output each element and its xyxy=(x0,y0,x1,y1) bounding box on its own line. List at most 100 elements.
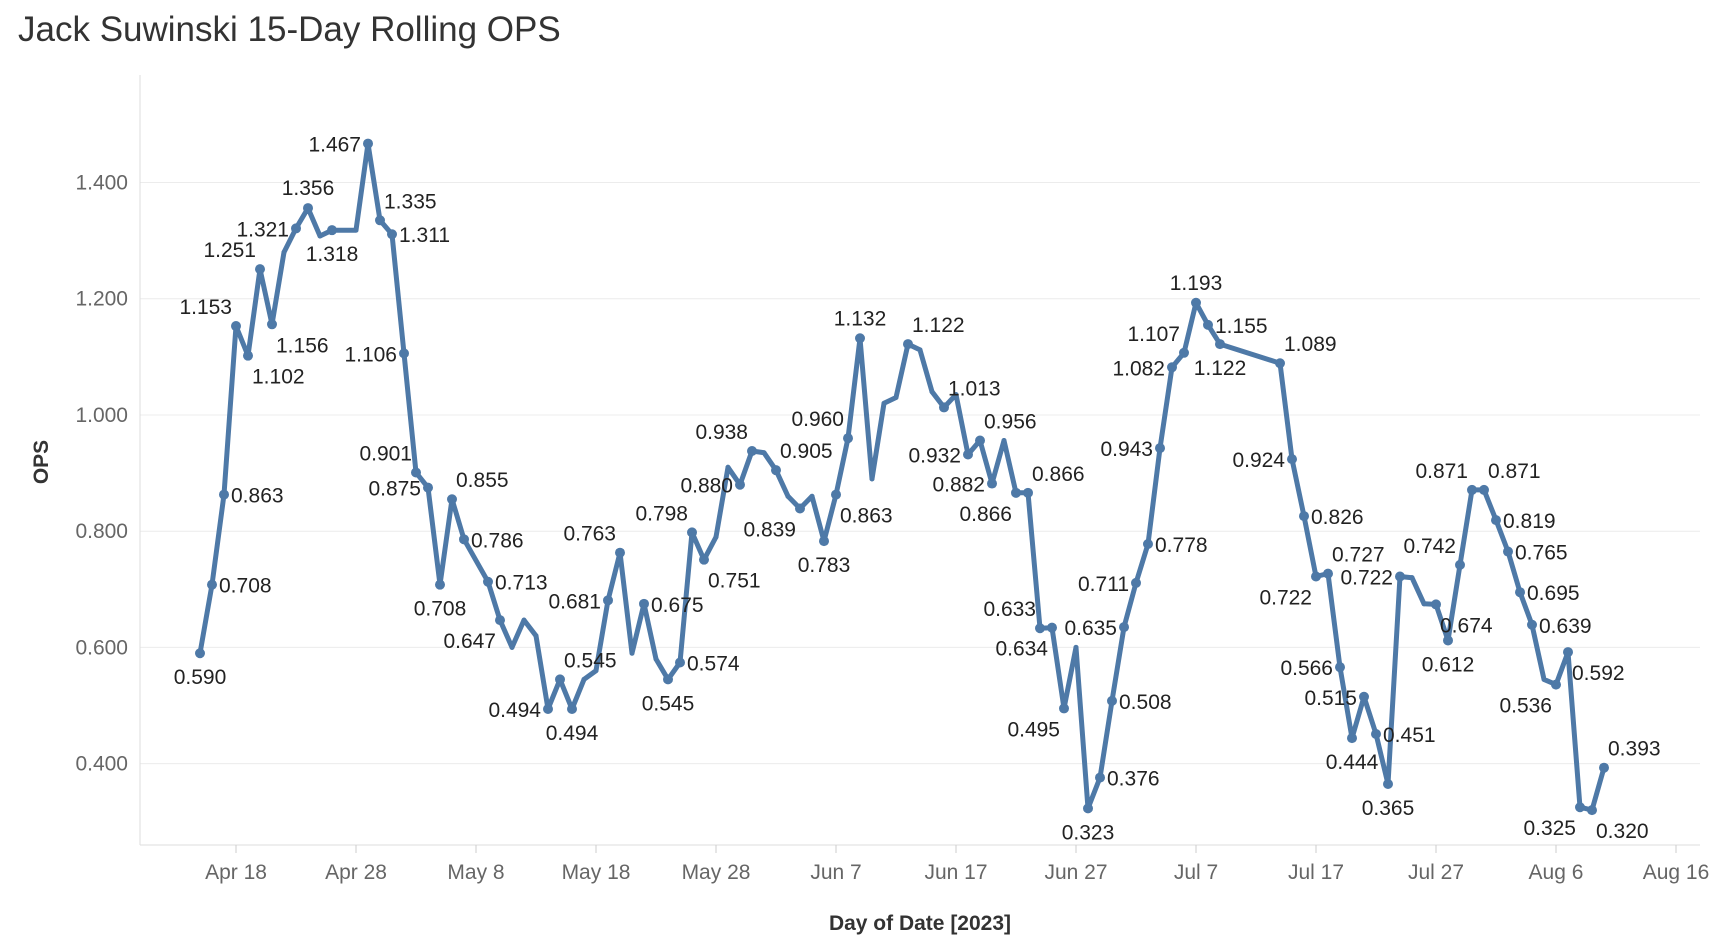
data-label: 0.708 xyxy=(414,598,467,621)
data-label: 0.639 xyxy=(1539,615,1592,638)
data-point xyxy=(795,503,805,514)
data-label: 0.871 xyxy=(1488,460,1541,483)
data-point xyxy=(809,493,815,499)
data-label: 0.634 xyxy=(995,638,1048,661)
data-point xyxy=(1541,676,1547,682)
data-point xyxy=(521,617,527,623)
data-label: 0.393 xyxy=(1608,738,1661,761)
data-point xyxy=(207,579,217,590)
data-label: 0.711 xyxy=(1078,573,1129,596)
data-label: 0.674 xyxy=(1440,614,1493,637)
data-label: 1.107 xyxy=(1127,323,1180,346)
data-point xyxy=(1335,662,1345,673)
data-label: 0.798 xyxy=(635,502,688,525)
y-axis-title: OPS xyxy=(30,440,53,484)
data-label: 0.681 xyxy=(548,590,601,613)
data-label: 1.467 xyxy=(308,134,361,157)
y-tick-label: 1.000 xyxy=(75,404,128,427)
data-point xyxy=(1395,571,1405,582)
data-point xyxy=(423,482,433,493)
data-point xyxy=(713,534,719,540)
data-point xyxy=(1107,695,1117,706)
data-point xyxy=(255,264,265,275)
data-point xyxy=(243,350,253,361)
data-point xyxy=(1383,778,1393,789)
data-point xyxy=(231,321,241,332)
data-label: 1.335 xyxy=(384,190,437,213)
data-point xyxy=(1215,339,1225,350)
data-label: 0.819 xyxy=(1503,510,1556,533)
data-label: 0.905 xyxy=(780,440,833,463)
data-label: 0.722 xyxy=(1340,567,1393,590)
data-point xyxy=(761,450,767,456)
data-label: 0.508 xyxy=(1119,691,1172,714)
data-point xyxy=(495,615,505,626)
data-label: 0.742 xyxy=(1403,535,1456,558)
data-point xyxy=(963,449,973,460)
x-tick-label: Jul 17 xyxy=(1288,861,1344,884)
data-point xyxy=(831,489,841,500)
data-label: 1.106 xyxy=(344,343,397,366)
data-point xyxy=(1167,362,1177,373)
x-tick-label: Aug 6 xyxy=(1529,861,1584,884)
data-label: 0.515 xyxy=(1304,687,1357,710)
data-point xyxy=(903,339,913,350)
data-label-layer: 0.590 0.708 0.863 1.153 1.102 1.251 1.156 1.321… xyxy=(174,134,1661,845)
data-label: 1.318 xyxy=(306,243,359,266)
data-point xyxy=(629,650,635,656)
data-label: 1.122 xyxy=(912,314,965,337)
x-tick-label: Jun 27 xyxy=(1044,861,1107,884)
data-point xyxy=(267,319,277,330)
data-point xyxy=(855,333,865,344)
data-label: 0.943 xyxy=(1100,438,1153,461)
data-label: 1.356 xyxy=(282,177,335,200)
x-tick-label: Jun 17 xyxy=(924,861,987,884)
data-point xyxy=(1347,733,1357,744)
data-point xyxy=(387,229,397,240)
data-point xyxy=(1431,599,1441,610)
data-label: 1.089 xyxy=(1284,333,1337,356)
data-label: 0.786 xyxy=(471,529,524,552)
data-point xyxy=(917,347,923,353)
data-point xyxy=(1323,568,1333,579)
data-label: 0.592 xyxy=(1572,662,1625,685)
data-point xyxy=(1023,487,1033,498)
y-tick-label: 1.400 xyxy=(75,172,128,195)
data-point xyxy=(543,704,553,715)
x-tick-label: Aug 16 xyxy=(1643,861,1710,884)
x-tick-label: Jul 27 xyxy=(1408,861,1464,884)
data-label: 0.494 xyxy=(546,722,599,745)
data-label: 1.132 xyxy=(834,307,887,330)
data-label: 0.545 xyxy=(564,649,617,672)
data-label: 0.960 xyxy=(791,408,844,431)
data-point xyxy=(639,598,649,609)
data-point xyxy=(843,433,853,444)
data-point xyxy=(581,676,587,682)
data-point xyxy=(509,644,515,650)
data-label: 0.566 xyxy=(1280,657,1333,680)
data-point xyxy=(953,392,959,398)
data-label: 0.938 xyxy=(695,421,748,444)
grid-layer xyxy=(140,182,1700,765)
data-point xyxy=(1179,347,1189,358)
series-line xyxy=(197,141,1607,813)
data-label: 0.855 xyxy=(456,469,509,492)
data-point xyxy=(881,400,887,406)
data-point xyxy=(447,494,457,505)
data-point xyxy=(615,547,625,558)
data-label: 0.323 xyxy=(1062,821,1115,844)
data-point xyxy=(1001,438,1007,444)
data-point xyxy=(603,595,613,606)
data-label: 1.155 xyxy=(1215,315,1268,338)
data-point xyxy=(663,674,673,685)
data-label: 1.102 xyxy=(252,366,305,389)
data-point xyxy=(893,395,899,401)
data-label: 0.451 xyxy=(1383,724,1436,747)
data-point xyxy=(1421,601,1427,607)
data-label: 0.763 xyxy=(563,523,616,546)
data-point xyxy=(1515,587,1525,598)
data-point xyxy=(327,225,337,236)
data-point xyxy=(1371,729,1381,740)
data-label: 0.590 xyxy=(174,666,227,689)
data-point xyxy=(1011,487,1021,498)
